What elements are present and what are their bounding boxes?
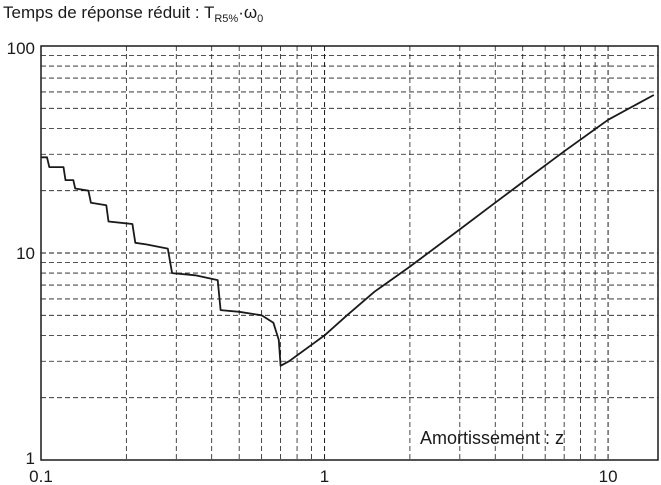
y-tick-label: 10 bbox=[16, 244, 35, 263]
x-tick-label: 0.1 bbox=[29, 467, 53, 485]
x-tick-label: 10 bbox=[599, 467, 618, 485]
chart-title-dot: · bbox=[238, 3, 244, 22]
chart-title-subscript: R5% bbox=[214, 13, 238, 25]
plot-frame bbox=[40, 45, 659, 461]
x-tick-label: 1 bbox=[320, 467, 329, 485]
x-axis-label: Amortissement : z bbox=[420, 428, 564, 448]
response-time-curve bbox=[41, 94, 655, 367]
chart-title: Temps de réponse réduit : TR5%·ω0 bbox=[3, 3, 263, 25]
chart-title-main: Temps de réponse réduit : T bbox=[3, 3, 214, 22]
y-tick-label: 100 bbox=[7, 39, 35, 58]
y-tick-label: 1 bbox=[26, 449, 35, 468]
grid bbox=[41, 46, 658, 460]
chart-title-omega-subscript: 0 bbox=[257, 13, 263, 25]
chart-title-omega: ω bbox=[244, 3, 257, 22]
